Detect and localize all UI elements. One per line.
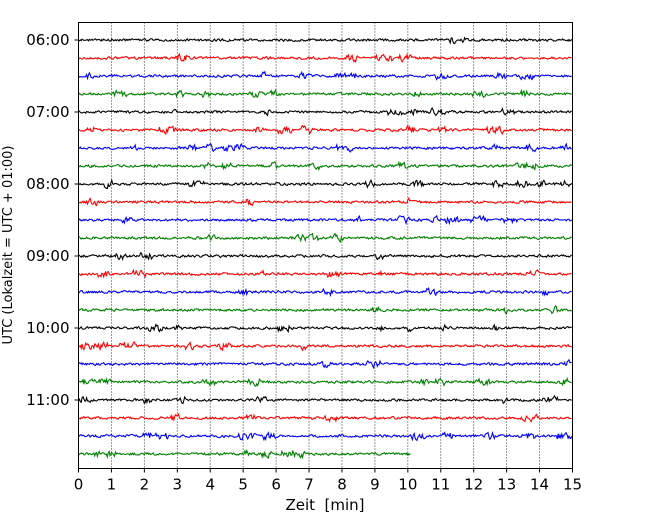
trace-0715 (78, 124, 572, 136)
y-tick-label-0600: 06:00 (26, 31, 69, 49)
trace-0800 (78, 178, 573, 190)
trace-1000 (78, 323, 572, 334)
x-tick-label-15: 15 (563, 476, 582, 494)
trace-0615 (78, 52, 573, 64)
y-tick-label-0900: 09:00 (26, 247, 69, 265)
x-tick-label-5: 5 (238, 476, 248, 494)
x-tick-label-3: 3 (173, 476, 183, 494)
x-tick-label-0: 0 (74, 476, 84, 494)
seismic-traces (78, 36, 573, 460)
x-tick-label-8: 8 (337, 476, 347, 494)
trace-1045 (78, 376, 572, 387)
trace-1145 (78, 449, 411, 460)
trace-0730 (78, 142, 572, 153)
trace-1100 (78, 394, 572, 405)
x-tick-label-1: 1 (107, 476, 117, 494)
x-tick-label-13: 13 (497, 476, 516, 494)
trace-0600 (78, 36, 573, 45)
trace-0630 (78, 70, 572, 81)
x-tick-label-2: 2 (140, 476, 150, 494)
trace-0745 (78, 160, 573, 172)
trace-0945 (78, 305, 572, 315)
trace-1115 (78, 412, 572, 423)
x-tick-label-6: 6 (271, 476, 281, 494)
grid-lines (111, 22, 540, 469)
trace-0830 (78, 214, 573, 226)
plot-frame (78, 22, 573, 469)
x-axis-ticks: 0 1 2 3 4 5 6 7 8 9 10 11 12 13 14 15 (74, 468, 582, 494)
x-tick-label-4: 4 (205, 476, 215, 494)
x-tick-label-14: 14 (530, 476, 549, 494)
y-tick-label-1000: 10:00 (26, 319, 69, 337)
trace-0645 (78, 88, 572, 99)
trace-1030 (78, 358, 572, 370)
trace-1130 (78, 431, 573, 442)
trace-1015 (78, 340, 573, 352)
x-tick-label-11: 11 (431, 476, 450, 494)
trace-0845 (78, 232, 572, 244)
trace-0900 (78, 252, 573, 262)
trace-0815 (78, 197, 572, 207)
trace-0915 (78, 268, 572, 279)
x-tick-label-9: 9 (370, 476, 380, 494)
x-tick-label-7: 7 (304, 476, 314, 494)
y-tick-label-0700: 07:00 (26, 103, 69, 121)
trace-0700 (78, 107, 572, 117)
y-tick-label-1100: 11:00 (26, 391, 69, 409)
y-axis-ticks: 06:00 07:00 08:00 09:00 10:00 11:00 (26, 31, 79, 409)
x-tick-label-10: 10 (398, 476, 417, 494)
x-axis-title: Zeit [min] (285, 496, 364, 514)
trace-0930 (78, 286, 572, 298)
x-tick-label-12: 12 (464, 476, 483, 494)
y-tick-label-0800: 08:00 (26, 175, 69, 193)
y-axis-title: UTC (Lokalzeit = UTC + 01:00) (1, 146, 16, 345)
